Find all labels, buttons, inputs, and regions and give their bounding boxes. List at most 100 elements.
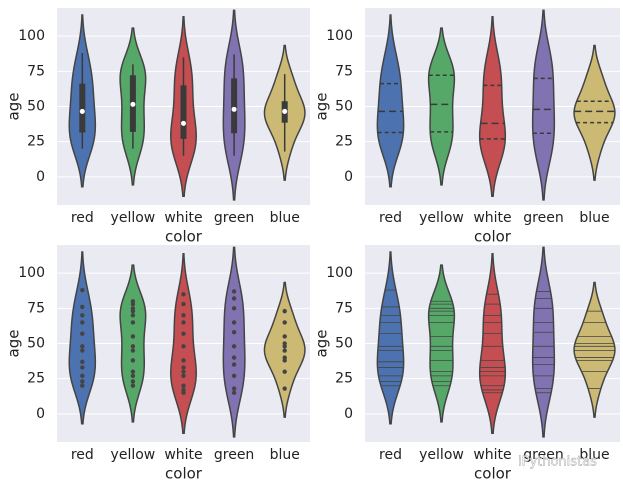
point <box>80 331 85 336</box>
y-tick-label: 25 <box>335 371 353 387</box>
x-tick-label: yellow <box>419 447 464 463</box>
point <box>130 373 136 379</box>
point <box>231 386 237 391</box>
point <box>130 299 136 304</box>
violin <box>376 14 405 188</box>
point <box>130 369 136 374</box>
watermark: iPythonistas <box>518 455 597 470</box>
y-tick-label: 25 <box>27 134 45 150</box>
y-axis-label: age <box>5 330 23 358</box>
point <box>231 330 237 335</box>
point <box>130 348 136 353</box>
point <box>181 331 186 336</box>
point <box>231 344 237 349</box>
point <box>181 301 186 307</box>
y-tick-label: 50 <box>27 336 45 352</box>
y-tick-label: 100 <box>326 28 353 44</box>
violin <box>68 251 97 425</box>
point <box>181 292 186 297</box>
x-tick-label: green <box>523 447 563 463</box>
point <box>231 390 237 395</box>
point <box>130 344 136 349</box>
x-tick-label: white <box>473 447 511 463</box>
x-tick-label: red <box>379 210 402 226</box>
x-tick-label: blue <box>579 447 609 463</box>
x-tick-label: yellow <box>419 210 464 226</box>
median <box>282 108 288 114</box>
point <box>231 296 237 301</box>
point <box>130 334 136 339</box>
y-tick-label: 25 <box>335 134 353 150</box>
point <box>282 308 287 314</box>
point <box>130 383 136 388</box>
y-tick-label: 0 <box>36 406 45 422</box>
violins <box>376 246 616 438</box>
point <box>130 358 136 363</box>
x-tick-label: red <box>71 210 94 226</box>
point <box>181 313 186 318</box>
point <box>181 383 186 388</box>
point <box>181 369 186 374</box>
violin <box>170 253 197 434</box>
y-tick-label: 75 <box>335 63 353 79</box>
point <box>181 387 186 393</box>
x-tick-label: blue <box>270 210 300 226</box>
point <box>80 304 85 310</box>
y-tick-label: 100 <box>326 265 353 281</box>
point <box>181 344 186 349</box>
x-tick-label: green <box>214 210 254 226</box>
point <box>80 379 85 384</box>
y-tick-label: 75 <box>335 300 353 316</box>
point <box>130 313 136 318</box>
point <box>80 373 85 379</box>
point <box>181 373 186 379</box>
y-tick-label: 75 <box>27 63 45 79</box>
violin <box>478 253 507 434</box>
violin <box>222 246 246 438</box>
y-tick-label: 75 <box>27 300 45 316</box>
point <box>231 289 237 294</box>
x-tick-label: green <box>523 210 563 226</box>
x-tick-label: blue <box>579 210 609 226</box>
y-tick-label: 0 <box>36 169 45 185</box>
point <box>282 334 287 339</box>
x-tick-label: green <box>214 447 254 463</box>
point <box>80 313 85 318</box>
violins <box>68 9 306 201</box>
y-axis-label: age <box>313 330 331 358</box>
subplot: 0 25 50 75 100 color age red yellow white green blu… <box>5 8 310 246</box>
point <box>80 344 85 349</box>
point <box>282 341 287 346</box>
median <box>231 106 237 112</box>
violin <box>119 264 147 423</box>
violin <box>478 16 507 197</box>
violins <box>68 246 306 438</box>
x-tick-label: yellow <box>111 210 156 226</box>
x-tick-label: yellow <box>111 447 156 463</box>
x-tick-label: white <box>164 210 202 226</box>
point <box>130 306 136 311</box>
x-axis-label: color <box>474 228 512 246</box>
point <box>282 320 287 325</box>
violin <box>531 246 556 438</box>
point <box>80 348 85 353</box>
y-axis-label: age <box>5 93 23 121</box>
point <box>181 358 186 363</box>
subplot: 0 25 50 75 100 color age red yellow white green blu… <box>5 245 310 483</box>
point <box>231 320 237 325</box>
violins <box>376 9 616 201</box>
point <box>80 383 85 388</box>
point <box>282 369 287 374</box>
y-tick-label: 100 <box>18 28 45 44</box>
point <box>130 379 136 384</box>
x-axis-label: color <box>165 465 203 483</box>
point <box>181 320 186 325</box>
median <box>79 108 85 114</box>
y-tick-label: 0 <box>344 406 353 422</box>
point <box>231 362 237 367</box>
violin <box>573 44 616 181</box>
point <box>80 365 85 370</box>
point <box>181 365 186 370</box>
y-tick-label: 50 <box>335 99 353 115</box>
subplot: 0 25 50 75 100 color age red yellow white green blu… <box>313 8 620 246</box>
